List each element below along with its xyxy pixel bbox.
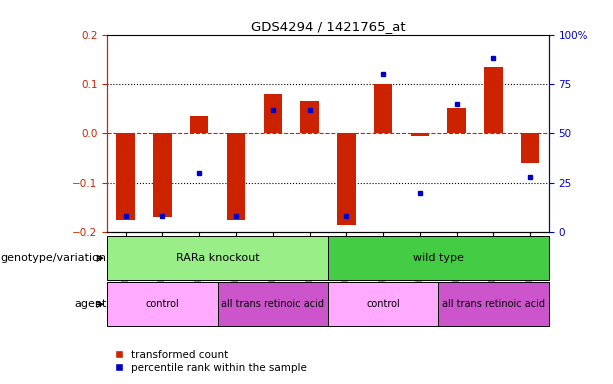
Bar [337,134,356,225]
Text: agent: agent [74,299,107,310]
Bar [300,101,319,134]
Bar [227,134,245,220]
Text: all trans retinoic acid: all trans retinoic acid [221,299,324,310]
Bar [438,282,549,326]
Bar [328,236,549,280]
Bar [521,134,539,163]
Text: RARa knockout: RARa knockout [176,253,259,263]
Bar [374,83,392,134]
Bar [107,282,218,326]
Bar [484,67,503,134]
Text: wild type: wild type [413,253,463,263]
Bar [153,134,172,217]
Text: control: control [145,299,180,310]
Bar [264,94,282,134]
Text: genotype/variation: genotype/variation [1,253,107,263]
Title: GDS4294 / 1421765_at: GDS4294 / 1421765_at [251,20,405,33]
Bar [447,108,466,134]
Bar [328,282,438,326]
Bar [190,116,208,134]
Bar [107,236,328,280]
Bar [116,134,135,220]
Bar [218,282,328,326]
Text: control: control [366,299,400,310]
Bar [411,134,429,136]
Text: all trans retinoic acid: all trans retinoic acid [442,299,545,310]
Legend: transformed count, percentile rank within the sample: transformed count, percentile rank withi… [112,348,309,375]
